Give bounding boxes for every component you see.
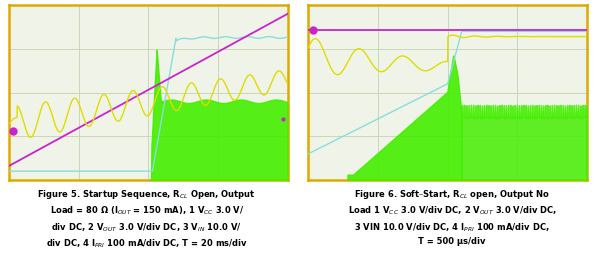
Text: Figure 5. Startup Sequence, R$_{CL}$ Open, Output
Load = 80 Ω (I$_{OUT}$ = 150 m: Figure 5. Startup Sequence, R$_{CL}$ Ope…	[37, 188, 256, 250]
Text: Figure 6. Soft–Start, R$_{CL}$ open, Output No
Load 1 V$_{CC}$ 3.0 V/div DC, 2 V: Figure 6. Soft–Start, R$_{CL}$ open, Out…	[348, 188, 556, 246]
